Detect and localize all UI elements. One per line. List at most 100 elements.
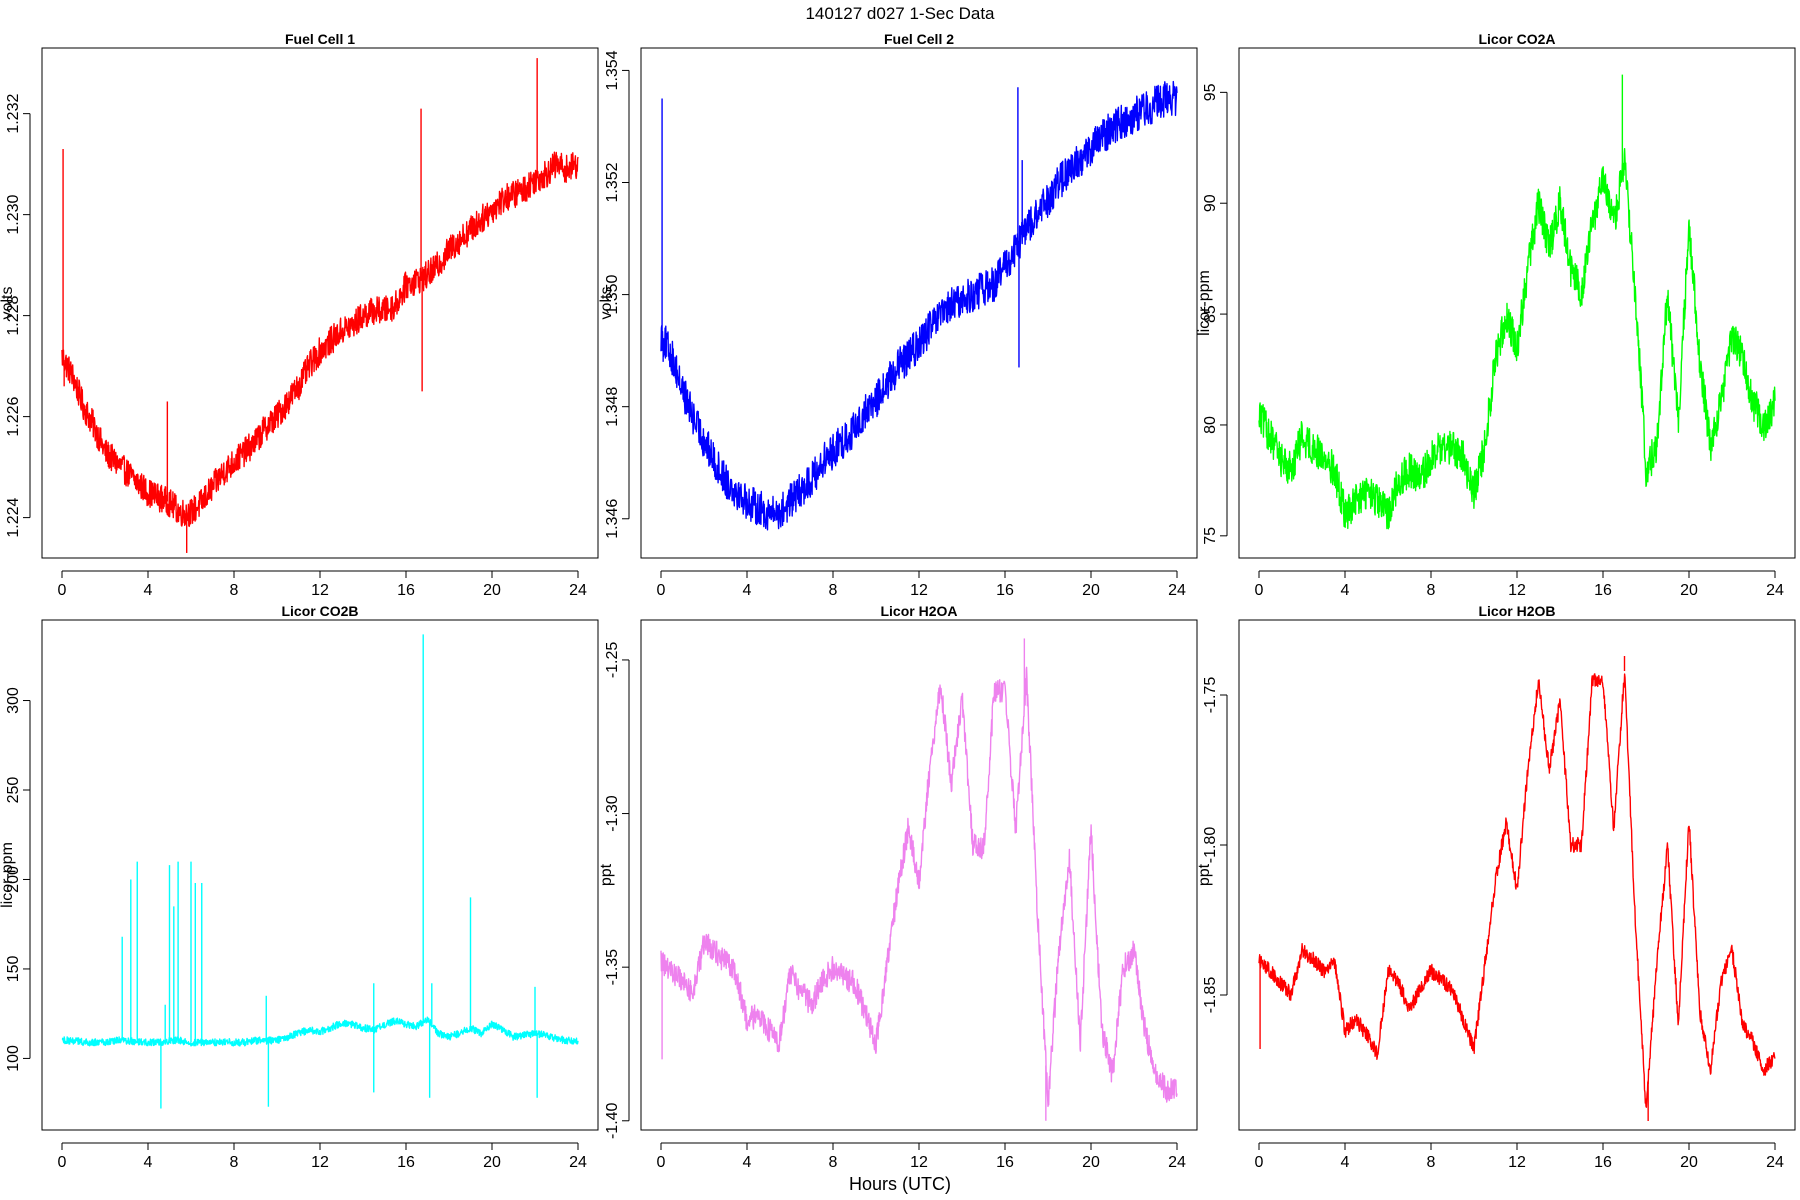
y-tick-label: -1.80 <box>1202 827 1219 864</box>
x-tick-label: 8 <box>829 582 838 599</box>
plot-frame <box>1238 47 1796 559</box>
x-tick-label: 16 <box>1594 1154 1612 1171</box>
plot-frame <box>1238 619 1796 1131</box>
panel-1: Fuel Cell 1 volts 0 4 8 12 16 20 24 1.224 1.226 1.2… <box>0 31 599 599</box>
plot-frame <box>41 47 599 559</box>
panels: Fuel Cell 1 volts 0 4 8 12 16 20 24 1.224 1.226 1.2… <box>0 31 1796 1171</box>
series-line <box>660 666 1178 1108</box>
x-tick-label: 0 <box>1255 582 1264 599</box>
y-tick-label: 1.350 <box>604 274 621 314</box>
x-tick-label: 8 <box>230 582 239 599</box>
x-tick-label: 0 <box>657 1154 666 1171</box>
x-tick-label: 24 <box>569 582 587 599</box>
x-tick-label: 24 <box>1168 1154 1186 1171</box>
x-tick-label: 4 <box>144 582 153 599</box>
y-tick-label: 95 <box>1202 83 1219 101</box>
y-tick-label: 1.230 <box>5 195 22 235</box>
x-tick-label: 4 <box>743 582 752 599</box>
y-tick-label: -1.85 <box>1202 977 1219 1014</box>
x-tick-label: 4 <box>743 1154 752 1171</box>
x-tick-label: 0 <box>58 582 67 599</box>
series-line <box>1258 673 1776 1108</box>
x-tick-label: 0 <box>657 582 666 599</box>
y-tick-label: 200 <box>5 866 22 893</box>
y-tick-label: 1.224 <box>5 497 22 537</box>
y-tick-label: 90 <box>1202 194 1219 212</box>
x-tick-label: 20 <box>1680 582 1698 599</box>
x-tick-label: 24 <box>1766 1154 1784 1171</box>
panel-title: Fuel Cell 2 <box>884 31 954 47</box>
y-tick-label: 80 <box>1202 416 1219 434</box>
y-axis-label: licor-ppm <box>0 842 16 908</box>
x-tick-label: 4 <box>1341 1154 1350 1171</box>
x-tick-label: 16 <box>397 1154 415 1171</box>
y-tick-label: 1.232 <box>5 94 22 134</box>
panel-3: Licor CO2A licor-ppm 0 4 8 12 16 20 24 75 80 85 90 95 <box>1196 31 1796 599</box>
y-tick-label: -1.35 <box>604 949 621 986</box>
x-tick-label: 20 <box>483 1154 501 1171</box>
x-tick-label: 24 <box>1168 582 1186 599</box>
x-tick-label: 16 <box>996 582 1014 599</box>
panel-title: Fuel Cell 1 <box>285 31 355 47</box>
panel-6: Licor H2OB ppt 0 4 8 12 16 20 24 -1.85 -1.80 -1.75 <box>1196 603 1796 1171</box>
x-tick-label: 0 <box>1255 1154 1264 1171</box>
y-tick-label: 250 <box>5 777 22 804</box>
y-axis-label: ppt <box>1196 863 1213 886</box>
x-tick-label: 24 <box>569 1154 587 1171</box>
panel-5: Licor H2OA ppt 0 4 8 12 16 20 24 -1.40 -1.35 -1.30 -… <box>598 603 1198 1171</box>
x-tick-label: 12 <box>311 582 329 599</box>
y-axis-label: licor-ppm <box>1196 270 1213 336</box>
y-tick-label: 300 <box>5 687 22 714</box>
x-tick-label: 16 <box>1594 582 1612 599</box>
series-line <box>660 80 1178 531</box>
x-tick-label: 20 <box>1082 1154 1100 1171</box>
series-line <box>61 1016 579 1047</box>
y-tick-label: 1.352 <box>604 162 621 202</box>
x-tick-label: 12 <box>1508 582 1526 599</box>
y-axis-label: volts <box>598 287 615 320</box>
figure-title: 140127 d027 1-Sec Data <box>805 4 995 23</box>
x-tick-label: 12 <box>910 582 928 599</box>
panel-4: Licor CO2B licor-ppm 0 4 8 12 16 20 24 100 150 200 2… <box>0 603 599 1171</box>
x-tick-label: 16 <box>996 1154 1014 1171</box>
x-tick-label: 16 <box>397 582 415 599</box>
y-tick-label: -1.30 <box>604 795 621 832</box>
x-tick-label: 8 <box>1427 582 1436 599</box>
x-tick-label: 4 <box>1341 582 1350 599</box>
x-tick-label: 0 <box>58 1154 67 1171</box>
x-tick-label: 20 <box>1082 582 1100 599</box>
plot-frame <box>640 619 1198 1131</box>
series-line <box>61 151 579 528</box>
figure-xlabel: Hours (UTC) <box>849 1174 951 1194</box>
panel-title: Licor H2OA <box>880 603 957 619</box>
x-tick-label: 20 <box>1680 1154 1698 1171</box>
x-tick-label: 8 <box>230 1154 239 1171</box>
y-tick-label: 1.228 <box>5 296 22 336</box>
panel-title: Licor CO2B <box>281 603 358 619</box>
x-tick-label: 12 <box>1508 1154 1526 1171</box>
x-tick-label: 12 <box>910 1154 928 1171</box>
panel-title: Licor H2OB <box>1478 603 1555 619</box>
plot-frame <box>640 47 1198 559</box>
x-tick-label: 20 <box>483 582 501 599</box>
y-tick-label: 150 <box>5 956 22 983</box>
y-axis-label: volts <box>0 287 16 320</box>
y-tick-label: 75 <box>1202 527 1219 545</box>
y-tick-label: -1.40 <box>604 1102 621 1139</box>
x-tick-label: 8 <box>829 1154 838 1171</box>
y-tick-label: 1.226 <box>5 396 22 436</box>
y-tick-label: 100 <box>5 1045 22 1072</box>
panel-title: Licor CO2A <box>1478 31 1555 47</box>
x-tick-label: 8 <box>1427 1154 1436 1171</box>
y-tick-label: 85 <box>1202 305 1219 323</box>
panel-2: Fuel Cell 2 volts 0 4 8 12 16 20 24 1.346 1.348 1.3… <box>598 31 1198 599</box>
y-tick-label: -1.75 <box>1202 677 1219 714</box>
y-tick-label: 1.346 <box>604 499 621 539</box>
y-tick-label: -1.25 <box>604 642 621 679</box>
y-tick-label: 1.354 <box>604 50 621 90</box>
y-axis-label: ppt <box>598 863 615 886</box>
plot-frame <box>41 619 599 1131</box>
x-tick-label: 12 <box>311 1154 329 1171</box>
x-tick-label: 4 <box>144 1154 153 1171</box>
